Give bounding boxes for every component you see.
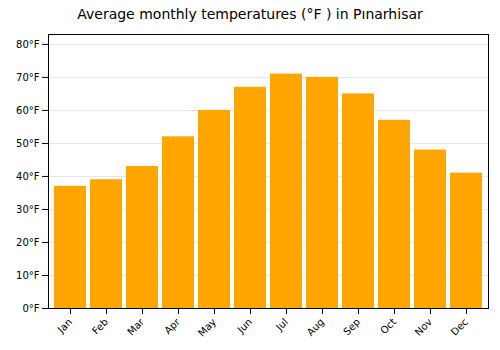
svg-text:Feb: Feb bbox=[90, 316, 110, 336]
svg-text:Oct: Oct bbox=[378, 316, 398, 336]
svg-text:Nov: Nov bbox=[413, 316, 435, 338]
svg-text:Apr: Apr bbox=[162, 316, 183, 337]
svg-text:Aug: Aug bbox=[305, 316, 327, 338]
svg-text:Jun: Jun bbox=[235, 316, 255, 336]
svg-text:Jul: Jul bbox=[273, 316, 290, 333]
svg-text:60°F: 60°F bbox=[16, 105, 40, 116]
svg-text:Sep: Sep bbox=[341, 316, 362, 337]
svg-text:Jan: Jan bbox=[55, 316, 74, 335]
svg-text:May: May bbox=[196, 316, 218, 338]
svg-text:10°F: 10°F bbox=[16, 270, 40, 281]
svg-text:30°F: 30°F bbox=[16, 204, 40, 215]
svg-text:80°F: 80°F bbox=[16, 39, 40, 50]
svg-text:0°F: 0°F bbox=[22, 303, 39, 314]
html-text:Average monthly temperatures (: Average monthly temperatures (°F ) in Pı… bbox=[77, 6, 423, 22]
svg-text:50°F: 50°F bbox=[16, 138, 40, 149]
svg-text:Mar: Mar bbox=[125, 316, 147, 338]
svg-text:70°F: 70°F bbox=[16, 72, 40, 83]
svg-text:20°F: 20°F bbox=[16, 237, 40, 248]
svg-text:40°F: 40°F bbox=[16, 171, 40, 182]
svg-text:Dec: Dec bbox=[449, 316, 470, 337]
